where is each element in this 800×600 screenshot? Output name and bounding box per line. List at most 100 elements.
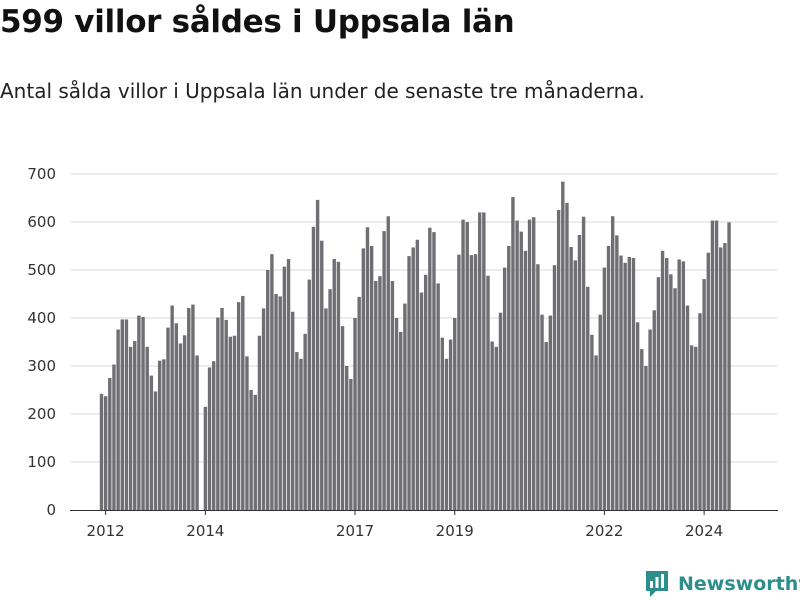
bar — [631, 258, 636, 510]
bar — [149, 375, 154, 510]
y-tick-label: 0 — [46, 501, 56, 519]
bar — [311, 226, 316, 511]
bar — [648, 329, 652, 510]
x-tick-label: 2017 — [336, 522, 374, 540]
bar — [99, 393, 104, 510]
bar — [103, 396, 108, 510]
bar — [336, 261, 341, 510]
bar — [694, 346, 698, 510]
bar — [141, 317, 145, 510]
bar — [261, 308, 266, 510]
bar — [340, 326, 345, 510]
bar — [390, 281, 395, 510]
bar — [598, 314, 602, 510]
bar — [174, 323, 179, 510]
bar — [527, 219, 532, 510]
bar — [544, 342, 548, 510]
bar — [170, 305, 174, 510]
bar — [249, 390, 253, 510]
bar — [511, 197, 515, 510]
bar — [569, 246, 573, 510]
bar — [660, 250, 665, 511]
bar — [378, 276, 382, 510]
bar — [282, 266, 287, 510]
bar — [706, 252, 710, 510]
y-tick-label: 100 — [27, 453, 56, 471]
bar — [295, 352, 299, 510]
bar — [195, 355, 199, 510]
bars — [99, 181, 731, 511]
bar — [187, 307, 191, 510]
bar — [719, 247, 723, 510]
bar — [627, 257, 632, 510]
bar — [623, 262, 627, 510]
bar — [486, 275, 490, 510]
bar — [523, 250, 528, 511]
y-tick-label: 600 — [27, 213, 56, 231]
bar — [178, 343, 183, 510]
bar — [133, 341, 137, 510]
bar — [286, 258, 291, 510]
bar — [290, 311, 295, 510]
bar — [382, 231, 386, 510]
bar — [673, 288, 677, 510]
bar — [532, 217, 536, 510]
bar — [128, 346, 133, 510]
bar — [303, 333, 307, 510]
bar — [540, 314, 544, 510]
bar — [191, 304, 195, 510]
bar — [594, 355, 598, 510]
bar — [465, 222, 469, 510]
bar — [357, 296, 361, 510]
axes: 0 100 200 300 400 500 600 700 2012 2014 2017 2019 20… — [27, 165, 778, 540]
bar — [315, 199, 320, 511]
bar — [411, 247, 415, 510]
bar — [394, 318, 399, 510]
bar — [419, 292, 424, 510]
y-tick-label: 400 — [27, 309, 56, 327]
y-tick-label: 300 — [27, 357, 56, 375]
bar — [581, 216, 586, 510]
bar — [515, 220, 519, 510]
bar — [561, 181, 565, 510]
bar — [207, 367, 212, 510]
chart-title: 599 villor såldes i Uppsala län — [0, 4, 515, 40]
bar — [536, 264, 540, 510]
bar — [494, 346, 499, 510]
bar — [232, 335, 237, 510]
bar — [640, 349, 644, 510]
bar — [228, 336, 233, 510]
bar — [253, 394, 257, 510]
bar — [702, 279, 706, 510]
x-tick-label: 2024 — [685, 522, 723, 540]
brand-name: Newsworthy — [678, 573, 800, 595]
bar — [519, 231, 523, 510]
bar — [635, 322, 640, 510]
bar — [590, 334, 594, 510]
bar — [415, 239, 420, 510]
bar — [556, 210, 561, 510]
bar — [610, 216, 615, 510]
bar — [577, 234, 582, 510]
bar — [714, 220, 719, 510]
bar — [710, 220, 715, 510]
bar — [477, 212, 482, 510]
bar — [365, 227, 370, 510]
bar — [498, 312, 503, 510]
bar — [349, 378, 353, 510]
chart-subtitle: Antal sålda villor i Uppsala län under d… — [0, 79, 645, 103]
bar — [241, 295, 245, 510]
bar — [444, 358, 449, 510]
y-tick-label: 500 — [27, 261, 56, 279]
bar — [369, 246, 374, 510]
data-labels: 599 — [728, 150, 760, 155]
bar — [698, 313, 702, 510]
bar — [166, 327, 170, 510]
bar — [332, 258, 336, 510]
bar — [307, 279, 311, 510]
bar — [448, 339, 453, 510]
bar — [436, 283, 440, 510]
bar — [112, 364, 116, 510]
bar — [374, 281, 378, 510]
bar — [220, 307, 224, 510]
